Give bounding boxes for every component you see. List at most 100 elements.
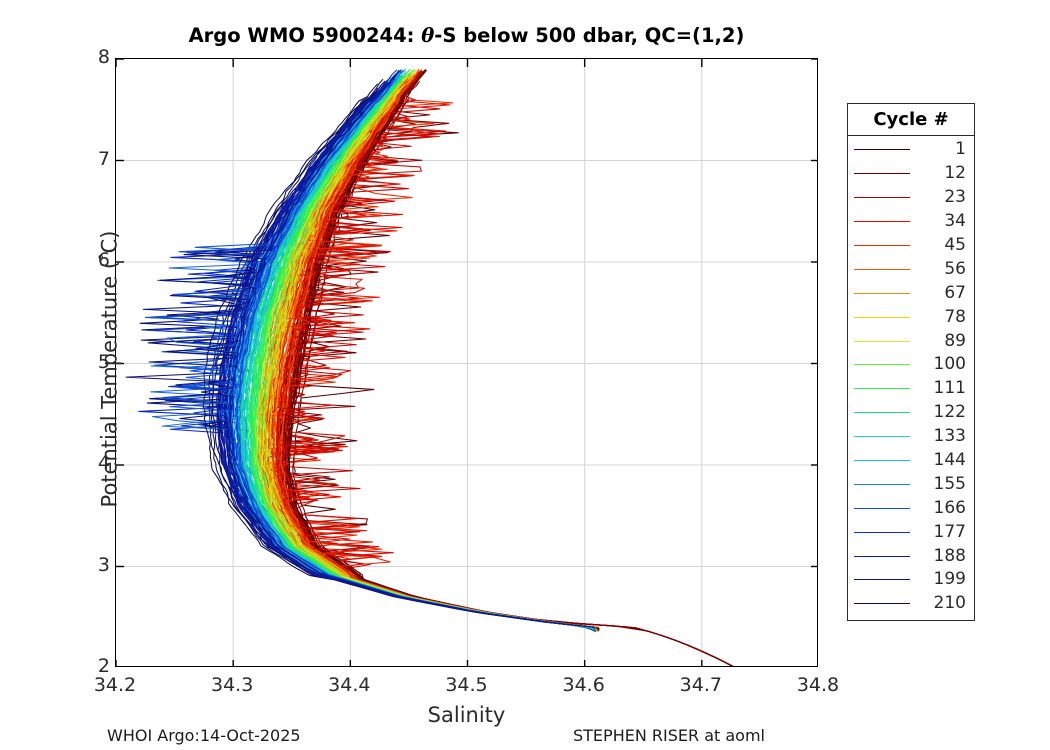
profile-curve bbox=[276, 78, 590, 627]
y-axis-tick-labels: 8 7 6 5 4 3 2 bbox=[58, 0, 110, 750]
legend-item-label: 133 bbox=[933, 426, 966, 447]
profile-curve bbox=[272, 68, 597, 628]
theta-s-curves bbox=[116, 59, 817, 666]
legend-color-swatch bbox=[854, 412, 910, 414]
footer-right-text: STEPHEN RISER at aoml bbox=[573, 726, 765, 745]
profile-curve bbox=[280, 87, 599, 630]
legend-item[interactable]: 166 bbox=[848, 496, 974, 520]
x-tick-label: 34.3 bbox=[211, 674, 254, 696]
legend-item-label: 166 bbox=[933, 497, 966, 518]
legend-item[interactable]: 111 bbox=[848, 377, 974, 401]
legend-item[interactable]: 177 bbox=[848, 520, 974, 544]
degree-symbol: ° bbox=[95, 253, 114, 261]
legend-color-swatch bbox=[854, 531, 910, 533]
legend-item[interactable]: 1 bbox=[848, 138, 974, 162]
profile-curve bbox=[235, 77, 597, 632]
profile-curve bbox=[216, 77, 594, 628]
legend-color-swatch bbox=[854, 221, 910, 223]
legend-item-label: 56 bbox=[944, 258, 966, 279]
legend-color-swatch bbox=[854, 149, 910, 151]
legend-item-label: 188 bbox=[933, 545, 966, 566]
legend-color-swatch bbox=[854, 603, 910, 605]
legend-color-swatch bbox=[854, 579, 910, 581]
legend-item[interactable]: 45 bbox=[848, 234, 974, 258]
y-tick-label: 2 bbox=[97, 655, 110, 677]
legend-color-swatch bbox=[854, 460, 910, 462]
legend-item-label: 1 bbox=[955, 139, 966, 160]
legend-item[interactable]: 133 bbox=[848, 425, 974, 449]
legend-color-swatch bbox=[854, 197, 910, 199]
profile-curve bbox=[243, 82, 596, 630]
profile-curve bbox=[263, 92, 598, 632]
x-axis-title: Salinity bbox=[427, 703, 506, 727]
legend-item-label: 111 bbox=[933, 378, 966, 399]
x-axis-tick-labels: 34.2 34.3 34.4 34.5 34.6 34.7 34.8 bbox=[0, 676, 1050, 704]
legend-item[interactable]: 144 bbox=[848, 449, 974, 473]
legend-item-label: 34 bbox=[944, 211, 966, 232]
title-suffix: -S below 500 dbar, QC=(1,2) bbox=[434, 24, 745, 47]
legend-item[interactable]: 12 bbox=[848, 162, 974, 186]
legend-item[interactable]: 56 bbox=[848, 257, 974, 281]
y-axis-title-prefix: Potential Temperature ( bbox=[97, 260, 122, 508]
legend-item-label: 89 bbox=[944, 330, 966, 351]
y-axis-title: Potential Temperature (°C) bbox=[96, 65, 122, 674]
legend-color-swatch bbox=[854, 388, 910, 390]
x-tick-label: 34.4 bbox=[328, 674, 371, 696]
legend-item-label: 155 bbox=[933, 473, 966, 494]
profile-curve bbox=[287, 84, 590, 627]
profile-curve bbox=[285, 98, 734, 666]
legend-item[interactable]: 210 bbox=[848, 592, 974, 616]
legend-color-swatch bbox=[854, 364, 910, 366]
legend-item[interactable]: 199 bbox=[848, 568, 974, 592]
y-tick-label: 7 bbox=[97, 147, 110, 170]
legend-item[interactable]: 34 bbox=[848, 210, 974, 234]
profile-curve bbox=[258, 93, 598, 630]
legend-color-swatch bbox=[854, 268, 910, 270]
legend-item[interactable]: 100 bbox=[848, 353, 974, 377]
x-tick-label: 34.5 bbox=[445, 674, 488, 696]
legend-color-swatch bbox=[854, 555, 910, 557]
legend-item-label: 122 bbox=[933, 402, 966, 423]
legend-items: 1 12 23 34 45 56 67 78 89 100 111 122 133 144 155 166 17… bbox=[848, 136, 974, 620]
legend-item[interactable]: 89 bbox=[848, 329, 974, 353]
profile-curve bbox=[255, 83, 591, 628]
y-tick-label: 5 bbox=[97, 350, 110, 373]
legend-item[interactable]: 67 bbox=[848, 281, 974, 305]
legend-item-label: 100 bbox=[933, 354, 966, 375]
profile-curve bbox=[202, 83, 583, 627]
y-tick-label: 6 bbox=[97, 249, 110, 271]
legend-item[interactable]: 188 bbox=[848, 544, 974, 568]
legend-color-swatch bbox=[854, 436, 910, 438]
profile-curve bbox=[247, 80, 597, 630]
page-title: Argo WMO 5900244: θ-S below 500 dbar, QC… bbox=[115, 24, 818, 47]
legend-item[interactable]: 122 bbox=[848, 401, 974, 425]
legend-color-swatch bbox=[854, 316, 910, 318]
profile-curve bbox=[243, 74, 554, 624]
plot-area[interactable] bbox=[115, 58, 818, 667]
legend-color-swatch bbox=[854, 173, 910, 175]
y-tick-label: 8 bbox=[97, 46, 110, 68]
legend-item-label: 45 bbox=[944, 235, 966, 255]
profile-curve bbox=[252, 69, 594, 628]
legend-item-label: 78 bbox=[944, 306, 966, 327]
legend-item-label: 177 bbox=[933, 521, 966, 542]
legend-item-label: 144 bbox=[933, 450, 966, 471]
x-tick-label: 34.7 bbox=[679, 674, 722, 696]
legend-item[interactable]: 78 bbox=[848, 305, 974, 329]
axis-ticks bbox=[116, 59, 817, 666]
y-axis-title-suffix: C) bbox=[97, 230, 122, 254]
profile-curve bbox=[245, 74, 597, 632]
legend-item-label: 210 bbox=[933, 593, 966, 614]
legend[interactable]: Cycle # 1 12 23 34 45 56 67 78 89 100 111 122 133 144… bbox=[847, 103, 975, 621]
title-prefix: Argo WMO 5900244: bbox=[188, 24, 422, 47]
x-tick-label: 34.8 bbox=[796, 674, 840, 696]
profile-curve bbox=[228, 69, 551, 623]
legend-item[interactable]: 155 bbox=[848, 472, 974, 496]
legend-color-swatch bbox=[854, 292, 910, 294]
legend-title: Cycle # bbox=[848, 104, 974, 136]
legend-item[interactable]: 23 bbox=[848, 186, 974, 210]
profile-curves bbox=[125, 68, 734, 666]
y-tick-label: 3 bbox=[97, 553, 110, 576]
footer-left-text: WHOI Argo:14-Oct-2025 bbox=[107, 726, 301, 745]
